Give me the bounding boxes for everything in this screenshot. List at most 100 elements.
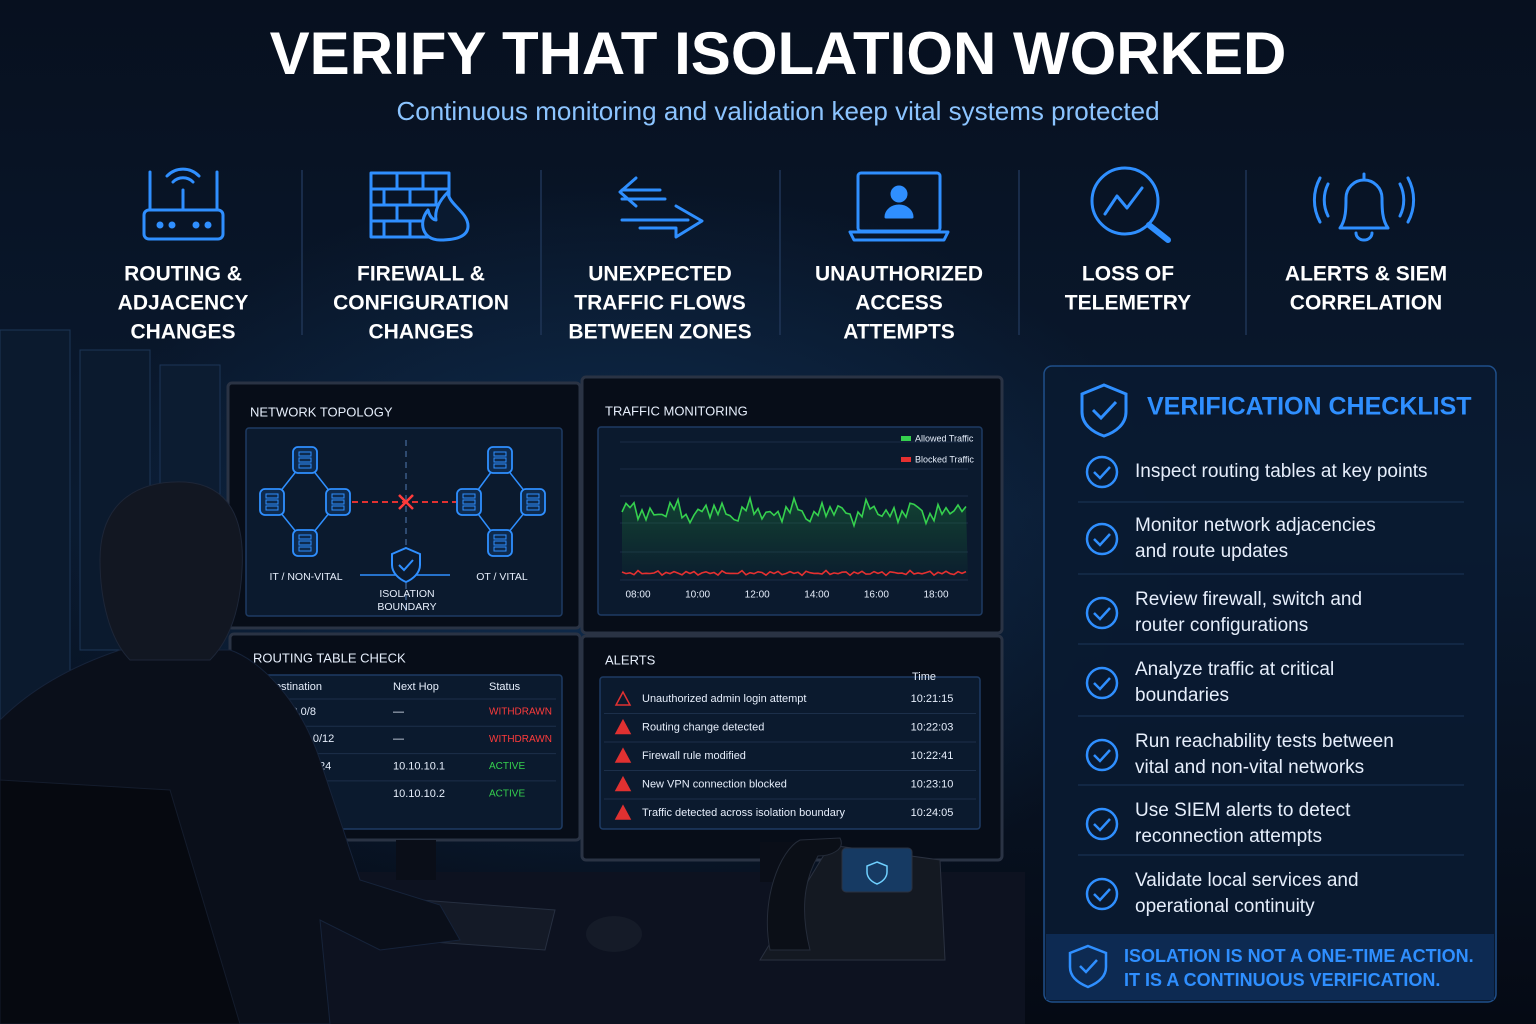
column-header: Status [489,681,521,693]
node [487,446,513,474]
legend-label: Blocked Traffic [915,454,974,464]
category-label: TELEMETRY [1065,292,1191,315]
node-slot [493,546,507,552]
alert-time: 10:22:41 [911,750,954,762]
checklist-items: Inspect routing tables at key points Moni… [1078,455,1464,917]
alert-icon [614,718,632,735]
category-label: UNEXPECTED [588,263,732,286]
allowed-traffic-line [621,495,967,529]
check-circle [1085,596,1119,630]
footer-text: IT IS A CONTINUOUS VERIFICATION. [1124,970,1440,990]
category-label: ALERTS & SIEM [1285,263,1447,286]
alert-time: 10:22:03 [911,721,954,733]
alert-text: New VPN connection blocked [642,778,787,790]
alert-time: 10:21:15 [911,693,954,705]
alert-icon [614,804,632,820]
category-label: ATTEMPTS [843,321,955,344]
category-label: UNAUTHORIZED [815,263,983,286]
node-slot [526,505,540,511]
category-label: LOSS OF [1082,263,1174,286]
category-label: ROUTING & [124,263,242,286]
checklist-item: Validate local services and [1135,870,1359,891]
check-icon [1093,749,1111,763]
shield-icon [1080,383,1128,438]
check-icon [1091,400,1118,421]
category-label: CONFIGURATION [333,292,509,315]
check-icon [1093,533,1111,547]
check-icon [1093,466,1111,480]
table-cell: 10.10.10.2 [393,788,445,800]
category-labels: ROUTING & ADJACENCY CHANGES FIREWALL & CONFI… [118,263,1447,344]
node [292,529,318,557]
category-label: FIREWALL & [357,263,485,286]
x-tick-label: 16:00 [864,590,889,601]
node-slot [265,505,279,511]
telemetry-icon [1090,166,1171,243]
node [456,488,482,516]
blocked-traffic-line [621,569,967,577]
traffic-x-labels: 08:00 10:00 12:00 14:00 16:00 18:00 [625,590,948,601]
alert-icon [614,690,632,706]
node-slot [298,534,312,540]
node-slot [462,499,476,505]
table-cell: 10.10.10.1 [393,761,445,773]
footer-text: ISOLATION IS NOT A ONE-TIME ACTION. [1124,946,1474,966]
title: VERIFY THAT ISOLATION WORKED [270,20,1287,87]
check-icon [1079,959,1098,974]
checklist-item: reconnection attempts [1135,826,1322,847]
node [520,488,546,516]
node-slot [493,463,507,469]
check-icon [1093,818,1111,832]
node [259,488,285,516]
node-slot [493,540,507,546]
check-icon [1093,677,1111,691]
router-icon [142,167,225,241]
check-circle [1085,738,1119,772]
x-tick-label: 08:00 [625,590,650,601]
checklist-item: and route updates [1135,541,1288,562]
checklist-item: Run reachability tests between [1135,731,1394,752]
alerts-list: Unauthorized admin login attempt 10:21:15… [604,690,976,820]
zone-label: IT / NON-VITAL [269,571,342,583]
node-slot [526,493,540,499]
category-label: ADJACENCY [118,292,249,315]
subtitle: Continuous monitoring and validation kee… [396,96,1159,126]
alert-time: 10:24:05 [911,807,954,819]
laptop-icon [848,171,950,242]
category-label: CHANGES [368,321,473,344]
check-circle [1085,455,1119,489]
alert-text: Routing change detected [642,721,764,733]
category-label: ACCESS [855,292,943,315]
alert-text: Firewall rule modified [642,750,746,762]
status-label: ACTIVE [489,789,525,800]
check-circle [1085,877,1119,911]
node-slot [462,493,476,499]
checklist-title: VERIFICATION CHECKLIST [1147,393,1472,421]
legend-swatch [901,457,911,462]
mouse [586,916,642,952]
boundary-label: BOUNDARY [377,601,436,613]
node-slot [298,540,312,546]
x-tick-label: 10:00 [685,590,710,601]
column-header: Next Hop [393,681,439,693]
check-icon [1093,607,1111,621]
traffic-arrows-icon [618,176,704,239]
checklist-item: Use SIEM alerts to detect [1135,800,1351,821]
bell-icon [1312,172,1416,242]
blocked-x [398,494,414,510]
operator-silhouette [0,481,461,1024]
panel-title: ROUTING TABLE CHECK [253,650,406,665]
boundary-label: ISOLATION [379,588,434,600]
checklist-item: Analyze traffic at critical [1135,659,1334,680]
alert-text: Unauthorized admin login attempt [642,693,806,705]
node-slot [298,457,312,463]
panel-title: NETWORK TOPOLOGY [250,404,393,419]
node-slot [462,505,476,511]
alert-icon [614,775,632,792]
check-circle [1085,522,1119,556]
node-slot [526,499,540,505]
checklist-panel [1043,365,1497,1003]
checklist-item: router configurations [1135,615,1308,636]
checklist-item: Monitor network adjacencies [1135,515,1376,536]
